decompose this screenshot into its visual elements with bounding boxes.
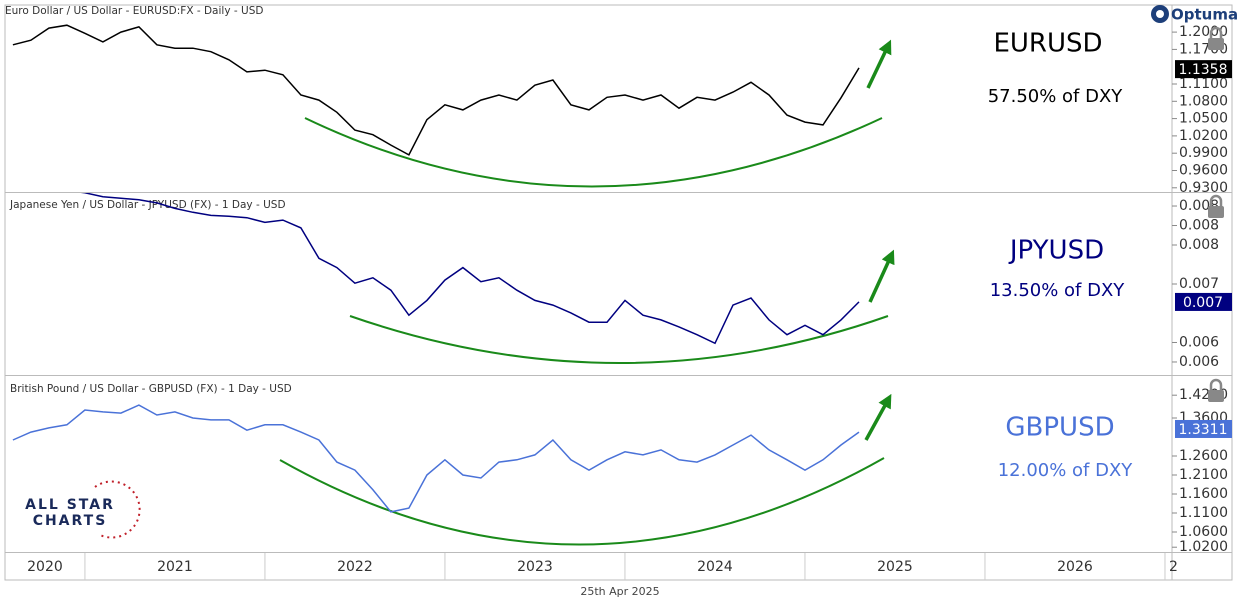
brand: Optuma (1171, 6, 1238, 24)
lock-icon (1208, 194, 1224, 218)
last-price-label: 1.3311 (1179, 422, 1228, 438)
x-tick-label: 2020 (27, 559, 63, 575)
y-tick-label: 1.1100 (1179, 505, 1228, 521)
watermark: CHARTS (33, 513, 108, 529)
panel: Japanese Yen / US Dollar - JPYUSD (FX) -… (9, 193, 1232, 370)
y-tick-label: 0.008 (1179, 218, 1219, 234)
footer-date: 25th Apr 2025 (580, 585, 659, 598)
legend-name: GBPUSD (1005, 413, 1114, 443)
y-tick-label: 0.006 (1179, 334, 1219, 350)
price-line (80, 193, 860, 345)
x-tick-label: 2024 (697, 559, 733, 575)
y-tick-label: 1.1600 (1179, 486, 1228, 502)
y-tick-label: 1.2600 (1179, 448, 1228, 464)
price-line (12, 24, 860, 156)
optuma-logo: Optuma (1151, 5, 1238, 24)
x-tick-label: 2 (1169, 559, 1178, 575)
x-tick-label: 2022 (337, 559, 373, 575)
y-tick-label: 1.0500 (1179, 111, 1228, 127)
y-tick-label: 1.1100 (1179, 76, 1228, 92)
bottom-arc (304, 117, 883, 188)
y-tick-label: 0.9600 (1179, 162, 1228, 178)
lock-shackle (1209, 194, 1223, 206)
panel: Euro Dollar / US Dollar - EURUSD:FX - Da… (5, 5, 1232, 196)
y-tick-label: 1.0800 (1179, 93, 1228, 109)
panel-title: Euro Dollar / US Dollar - EURUSD:FX - Da… (5, 5, 263, 17)
up-arrow (864, 393, 892, 441)
last-price-box (1175, 292, 1232, 311)
legend-name: EURUSD (993, 29, 1102, 59)
x-tick-label: 2021 (157, 559, 193, 575)
watermark: ALL STAR (25, 497, 115, 513)
bottom-arc (279, 457, 885, 546)
last-price-label: 0.007 (1183, 295, 1223, 311)
lock-shackle (1209, 378, 1223, 390)
y-tick-label: 1.0600 (1179, 524, 1228, 540)
frame (4, 4, 1233, 581)
panel: British Pound / US Dollar - GBPUSD (FX) … (10, 378, 1232, 555)
last-price-box (1175, 60, 1232, 79)
x-tick-label: 2026 (1057, 559, 1093, 575)
up-arrow (868, 249, 895, 303)
up-arrow (866, 39, 892, 89)
dxy-weight: 13.50% of DXY (990, 280, 1126, 301)
lock-icon (1208, 26, 1224, 50)
y-tick-label: 0.008 (1179, 237, 1219, 253)
lock-body (1208, 38, 1224, 50)
y-tick-label: 1.0200 (1179, 128, 1228, 144)
y-tick-label: 1.0200 (1179, 539, 1228, 555)
price-line (12, 404, 860, 513)
last-price-box (1175, 419, 1232, 438)
allstar-logo: ALL STAR CHARTS (25, 480, 141, 539)
last-price-label: 1.1358 (1179, 62, 1228, 78)
panel-title: British Pound / US Dollar - GBPUSD (FX) … (10, 383, 292, 395)
y-tick-label: 0.9900 (1179, 145, 1228, 161)
y-tick-label: 0.9300 (1179, 180, 1228, 196)
y-tick-label: 1.2100 (1179, 467, 1228, 483)
lock-body (1208, 390, 1224, 402)
x-tick-label: 2025 (877, 559, 913, 575)
bottom-arc (349, 315, 889, 364)
dxy-weight: 57.50% of DXY (988, 86, 1124, 107)
legend-name: JPYUSD (1008, 236, 1104, 266)
dxy-weight: 12.00% of DXY (998, 460, 1134, 481)
y-tick-label: 0.007 (1179, 276, 1219, 292)
lock-shackle (1209, 26, 1223, 38)
panel-title: Japanese Yen / US Dollar - JPYUSD (FX) -… (9, 199, 286, 211)
x-tick-label: 2023 (517, 559, 553, 575)
y-tick-label: 0.006 (1179, 354, 1219, 370)
lock-body (1208, 206, 1224, 218)
lock-icon (1208, 378, 1224, 402)
